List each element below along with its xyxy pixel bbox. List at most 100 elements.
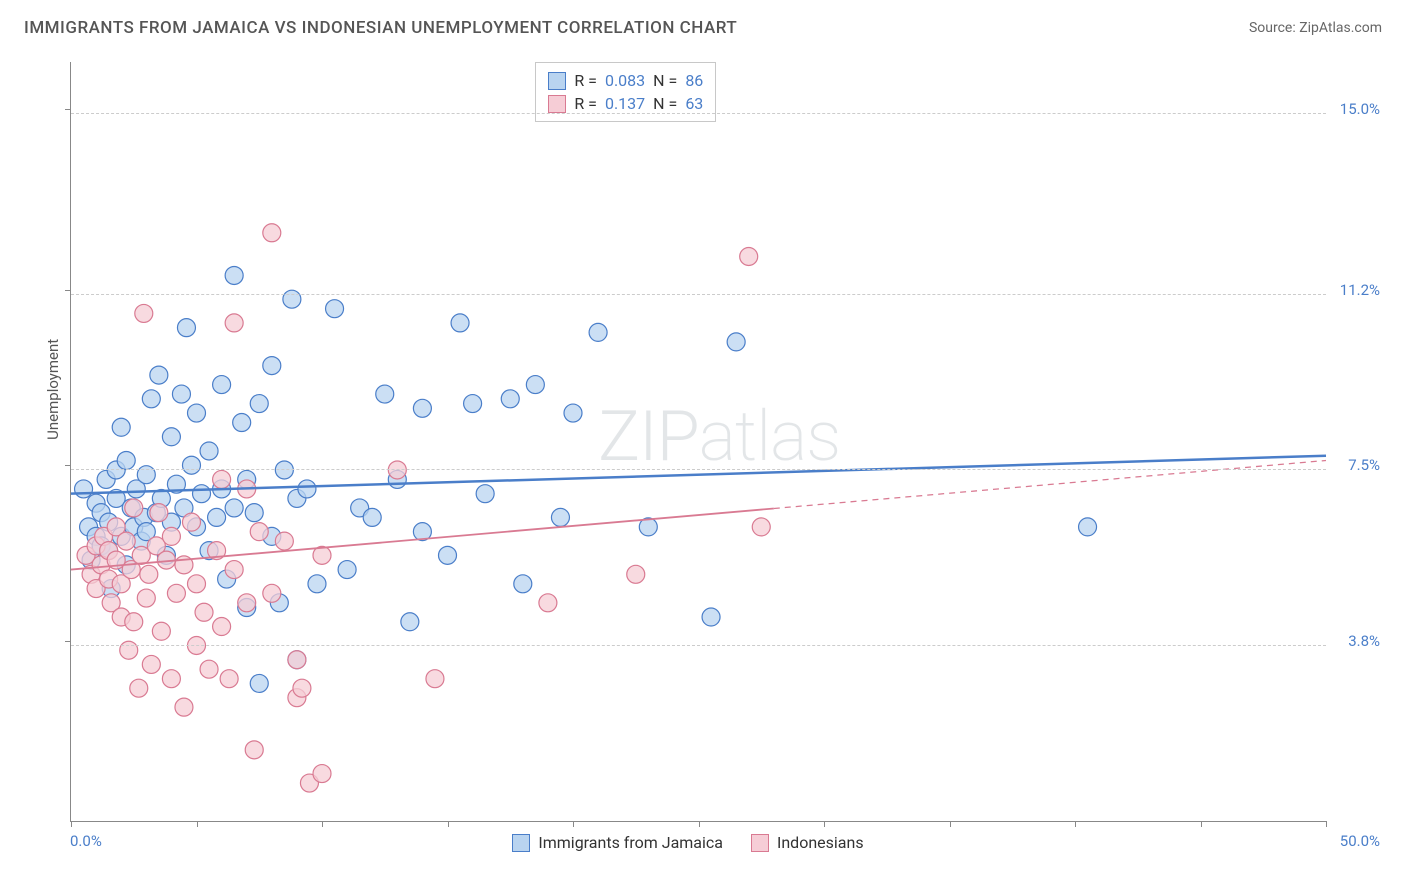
data-point	[233, 414, 251, 432]
data-point	[245, 504, 263, 522]
data-point	[213, 470, 231, 488]
data-point	[193, 485, 211, 503]
data-point	[439, 546, 457, 564]
data-point	[426, 670, 444, 688]
source-attribution: Source: ZipAtlas.com	[1249, 20, 1382, 36]
data-point	[225, 561, 243, 579]
gridline-h	[71, 294, 1326, 295]
legend-item-indonesian: Indonesians	[751, 833, 864, 852]
data-point	[250, 674, 268, 692]
data-point	[213, 376, 231, 394]
data-point	[501, 390, 519, 408]
data-point	[177, 319, 195, 337]
gridline-h	[71, 469, 1326, 470]
data-point	[293, 679, 311, 697]
data-point	[213, 618, 231, 636]
data-point	[75, 480, 93, 498]
gridline-h	[71, 645, 1326, 646]
data-point	[308, 575, 326, 593]
data-point	[263, 584, 281, 602]
data-point	[464, 395, 482, 413]
data-point	[188, 575, 206, 593]
legend-item-jamaica: Immigrants from Jamaica	[512, 833, 723, 852]
data-point	[363, 508, 381, 526]
data-point	[135, 304, 153, 322]
data-point	[627, 565, 645, 583]
trend-line	[71, 456, 1326, 494]
data-point	[250, 395, 268, 413]
data-point	[263, 357, 281, 375]
data-point	[288, 651, 306, 669]
data-point	[539, 594, 557, 612]
data-point	[137, 589, 155, 607]
data-point	[162, 428, 180, 446]
trend-line-dashed	[774, 460, 1326, 508]
data-point	[162, 527, 180, 545]
data-point	[182, 513, 200, 531]
y-axis-label: Unemployment	[44, 339, 62, 440]
data-point	[250, 523, 268, 541]
data-point	[200, 442, 218, 460]
data-point	[130, 679, 148, 697]
data-point	[208, 508, 226, 526]
data-point	[162, 670, 180, 688]
data-point	[225, 266, 243, 284]
data-point	[564, 404, 582, 422]
chart-container: Unemployment ZIPatlas R = 0.083 N = 86 R…	[50, 58, 1386, 852]
data-point	[702, 608, 720, 626]
data-point	[275, 532, 293, 550]
y-tick-label: 3.8%	[1348, 632, 1380, 650]
plot-area: ZIPatlas R = 0.083 N = 86 R = 0.137 N = …	[70, 62, 1326, 822]
data-point	[263, 224, 281, 242]
data-point	[152, 622, 170, 640]
data-point	[150, 504, 168, 522]
y-tick-label: 7.5%	[1348, 456, 1380, 474]
data-point	[140, 565, 158, 583]
data-point	[172, 385, 190, 403]
data-point	[117, 532, 135, 550]
data-point	[401, 613, 419, 631]
data-point	[220, 670, 238, 688]
data-point	[752, 518, 770, 536]
data-point	[740, 247, 758, 265]
y-tick-label: 15.0%	[1340, 100, 1380, 118]
scatter-svg	[71, 62, 1326, 821]
data-point	[117, 451, 135, 469]
swatch-blue-icon	[512, 834, 530, 852]
data-point	[167, 584, 185, 602]
data-point	[142, 390, 160, 408]
gridline-h	[71, 113, 1326, 114]
data-point	[200, 660, 218, 678]
swatch-pink-icon	[751, 834, 769, 852]
data-point	[238, 594, 256, 612]
data-point	[338, 561, 356, 579]
data-point	[245, 741, 263, 759]
data-point	[188, 404, 206, 422]
x-tick-max: 50.0%	[1340, 832, 1380, 850]
data-point	[298, 480, 316, 498]
data-point	[326, 300, 344, 318]
data-point	[182, 456, 200, 474]
data-point	[125, 499, 143, 517]
data-point	[727, 333, 745, 351]
data-point	[112, 418, 130, 436]
swatch-pink-icon	[548, 95, 566, 113]
data-point	[1079, 518, 1097, 536]
data-point	[451, 314, 469, 332]
data-point	[476, 485, 494, 503]
chart-title: IMMIGRANTS FROM JAMAICA VS INDONESIAN UN…	[24, 18, 737, 38]
data-point	[313, 765, 331, 783]
data-point	[175, 698, 193, 716]
series-legend: Immigrants from Jamaica Indonesians	[50, 833, 1326, 852]
data-point	[225, 314, 243, 332]
data-point	[589, 323, 607, 341]
data-point	[413, 399, 431, 417]
data-point	[376, 385, 394, 403]
y-tick-label: 11.2%	[1340, 281, 1380, 299]
data-point	[551, 508, 569, 526]
data-point	[195, 603, 213, 621]
data-point	[125, 613, 143, 631]
corr-row-jamaica: R = 0.083 N = 86	[540, 69, 711, 92]
data-point	[526, 376, 544, 394]
data-point	[150, 366, 168, 384]
